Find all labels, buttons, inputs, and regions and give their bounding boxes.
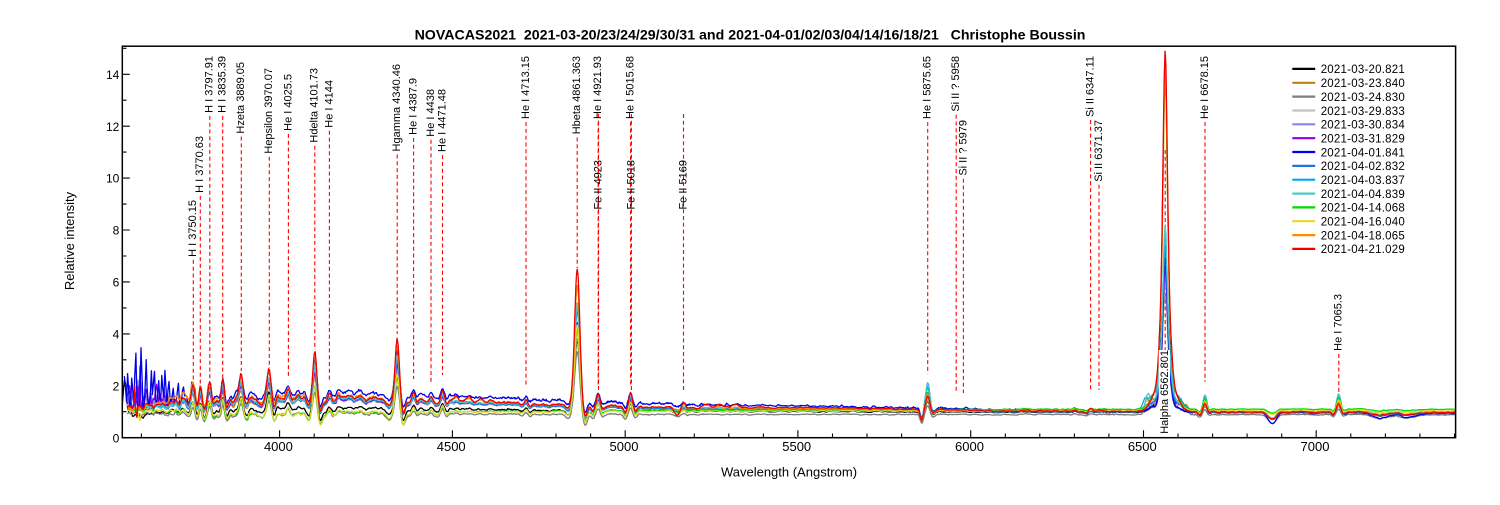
- svg-text:Wavelength (Angstrom): Wavelength (Angstrom): [721, 465, 857, 480]
- svg-text:2021-04-03.837: 2021-04-03.837: [1321, 175, 1405, 187]
- svg-text:2021-04-21.029: 2021-04-21.029: [1321, 244, 1405, 256]
- svg-text:Hbeta 4861.363: Hbeta 4861.363: [571, 56, 583, 134]
- svg-text:2: 2: [113, 379, 120, 393]
- svg-text:He I 4387.9: He I 4387.9: [408, 78, 420, 135]
- svg-text:He I 4144: He I 4144: [323, 80, 335, 128]
- svg-text:2021-03-29.833: 2021-03-29.833: [1321, 106, 1405, 118]
- svg-text:Hepsilon 3970.07: Hepsilon 3970.07: [263, 68, 275, 154]
- svg-text:10: 10: [106, 172, 120, 186]
- svg-text:12: 12: [106, 120, 120, 134]
- svg-text:2021-04-18.065: 2021-04-18.065: [1321, 230, 1405, 242]
- svg-text:2021-03-31.829: 2021-03-31.829: [1321, 134, 1405, 146]
- svg-text:2021-03-24.830: 2021-03-24.830: [1321, 92, 1405, 104]
- svg-text:2021-04-02.832: 2021-04-02.832: [1321, 161, 1405, 173]
- svg-text:Si II 6371.37: Si II 6371.37: [1093, 120, 1105, 182]
- svg-text:Halpha 6562.801: Halpha 6562.801: [1159, 350, 1171, 434]
- svg-text:Si II 6347.11: Si II 6347.11: [1085, 56, 1097, 117]
- svg-text:5000: 5000: [610, 439, 639, 454]
- svg-text:Si II ? 5979: Si II ? 5979: [957, 120, 969, 176]
- svg-text:NOVACAS2021 2021-03-20/23/24/: NOVACAS2021 2021-03-20/23/24/29/30/31 an…: [415, 28, 1086, 44]
- svg-text:Relative intensity: Relative intensity: [62, 191, 77, 290]
- svg-text:6: 6: [113, 276, 120, 290]
- svg-text:H I 3797.91: H I 3797.91: [204, 56, 216, 113]
- svg-text:He I 4921.93: He I 4921.93: [592, 56, 604, 119]
- svg-text:4000: 4000: [264, 439, 293, 454]
- svg-text:5500: 5500: [782, 439, 811, 454]
- svg-text:2021-04-16.040: 2021-04-16.040: [1321, 217, 1405, 229]
- svg-text:H I 3750.15: H I 3750.15: [187, 200, 199, 257]
- svg-text:He I 4471.48: He I 4471.48: [436, 89, 448, 152]
- svg-text:0: 0: [113, 431, 120, 445]
- svg-text:7000: 7000: [1301, 439, 1330, 454]
- svg-text:Si II ? 5958: Si II ? 5958: [950, 56, 962, 112]
- svg-text:He I 5875.65: He I 5875.65: [922, 56, 934, 119]
- svg-text:6500: 6500: [1128, 439, 1157, 454]
- svg-text:H I 3835.39: H I 3835.39: [217, 56, 229, 113]
- svg-text:2021-04-14.068: 2021-04-14.068: [1321, 203, 1405, 215]
- svg-text:2021-03-30.834: 2021-03-30.834: [1321, 120, 1406, 132]
- svg-text:14: 14: [106, 68, 120, 82]
- svg-text:2021-04-04.839: 2021-04-04.839: [1321, 189, 1405, 201]
- svg-text:2021-04-01.841: 2021-04-01.841: [1321, 147, 1405, 159]
- svg-text:6000: 6000: [955, 439, 984, 454]
- svg-text:He I 4025.5: He I 4025.5: [282, 74, 294, 131]
- svg-text:H I 3770.63: H I 3770.63: [194, 136, 206, 193]
- svg-text:Hgamma 4340.46: Hgamma 4340.46: [391, 64, 403, 151]
- svg-text:Hzeta 3889.05: Hzeta 3889.05: [235, 62, 247, 134]
- svg-text:He I 7065.3: He I 7065.3: [1333, 294, 1345, 351]
- svg-text:8: 8: [113, 224, 120, 238]
- svg-text:He I 5015.68: He I 5015.68: [625, 56, 637, 119]
- svg-text:2021-03-20.821: 2021-03-20.821: [1321, 64, 1405, 76]
- svg-text:He I 4438: He I 4438: [425, 89, 437, 137]
- svg-text:Hdelta 4101.73: Hdelta 4101.73: [309, 68, 321, 143]
- svg-text:Fe II 5169: Fe II 5169: [677, 160, 689, 210]
- svg-text:Fe II 5018: Fe II 5018: [625, 160, 637, 210]
- svg-text:4: 4: [113, 328, 120, 342]
- svg-text:2021-03-23.840: 2021-03-23.840: [1321, 78, 1405, 90]
- svg-text:He I 6678.15: He I 6678.15: [1199, 56, 1211, 119]
- svg-text:4500: 4500: [437, 439, 466, 454]
- svg-text:He I 4713.15: He I 4713.15: [520, 56, 532, 119]
- svg-text:Fe II 4923: Fe II 4923: [592, 160, 604, 210]
